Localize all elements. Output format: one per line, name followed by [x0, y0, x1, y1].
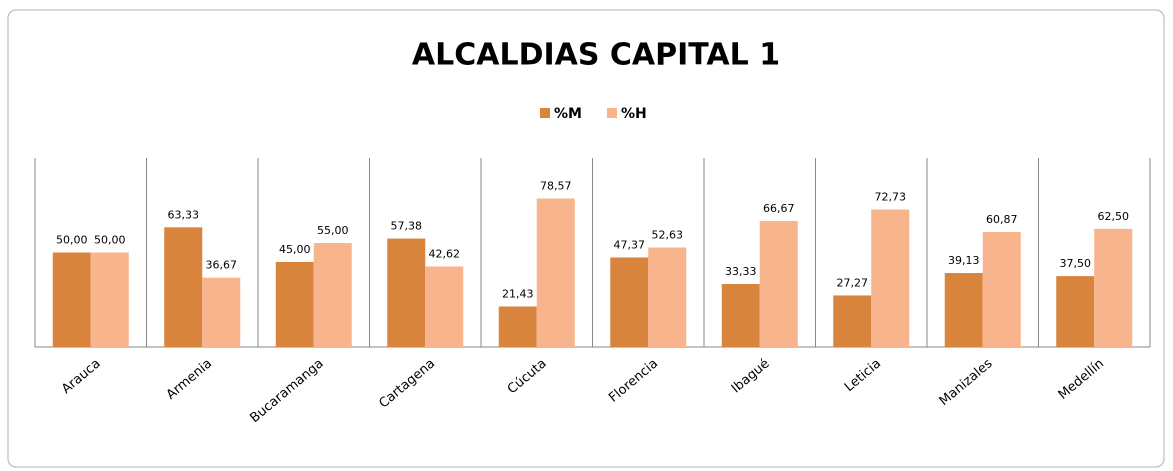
data-label: 78,57 — [540, 180, 572, 193]
bar — [164, 227, 203, 347]
data-label: 66,67 — [763, 202, 795, 215]
chart-title: ALCALDIAS CAPITAL 1 — [412, 38, 780, 73]
bar — [833, 295, 872, 347]
data-label: 57,38 — [391, 220, 423, 233]
bar — [721, 284, 760, 347]
data-label: 62,50 — [1098, 210, 1130, 223]
bar — [944, 273, 983, 347]
bar — [982, 231, 1021, 347]
bar — [610, 257, 649, 347]
chart-frame — [7, 9, 1165, 468]
bar — [90, 252, 129, 347]
data-label: 27,27 — [837, 276, 869, 289]
data-label: 52,63 — [652, 229, 684, 242]
data-label: 33,33 — [725, 265, 757, 278]
data-label: 42,62 — [429, 247, 461, 260]
legend-label: %H — [621, 106, 647, 122]
data-label: 50,00 — [94, 234, 126, 247]
bar — [275, 261, 314, 347]
data-label: 47,37 — [614, 238, 646, 251]
bar — [313, 243, 352, 347]
legend-swatch — [607, 108, 617, 118]
legend-label: %M — [554, 106, 582, 122]
data-label: 63,33 — [168, 208, 200, 221]
bar — [1094, 228, 1133, 347]
bar — [536, 198, 575, 347]
bar — [648, 247, 687, 347]
bar — [425, 266, 464, 347]
data-label: 45,00 — [279, 243, 311, 256]
data-label: 39,13 — [948, 254, 980, 267]
bar — [387, 238, 426, 347]
bar — [1056, 276, 1095, 347]
bar — [871, 209, 910, 347]
data-label: 36,67 — [206, 259, 238, 272]
bar — [759, 220, 798, 347]
bar — [498, 306, 537, 347]
data-label: 50,00 — [56, 234, 88, 247]
data-label: 55,00 — [317, 224, 349, 237]
data-label: 60,87 — [986, 213, 1018, 226]
legend-swatch — [540, 108, 550, 118]
bar — [202, 277, 241, 347]
data-label: 21,43 — [502, 287, 534, 300]
bar — [52, 252, 91, 347]
data-label: 37,50 — [1060, 257, 1092, 270]
data-label: 72,73 — [875, 191, 907, 204]
